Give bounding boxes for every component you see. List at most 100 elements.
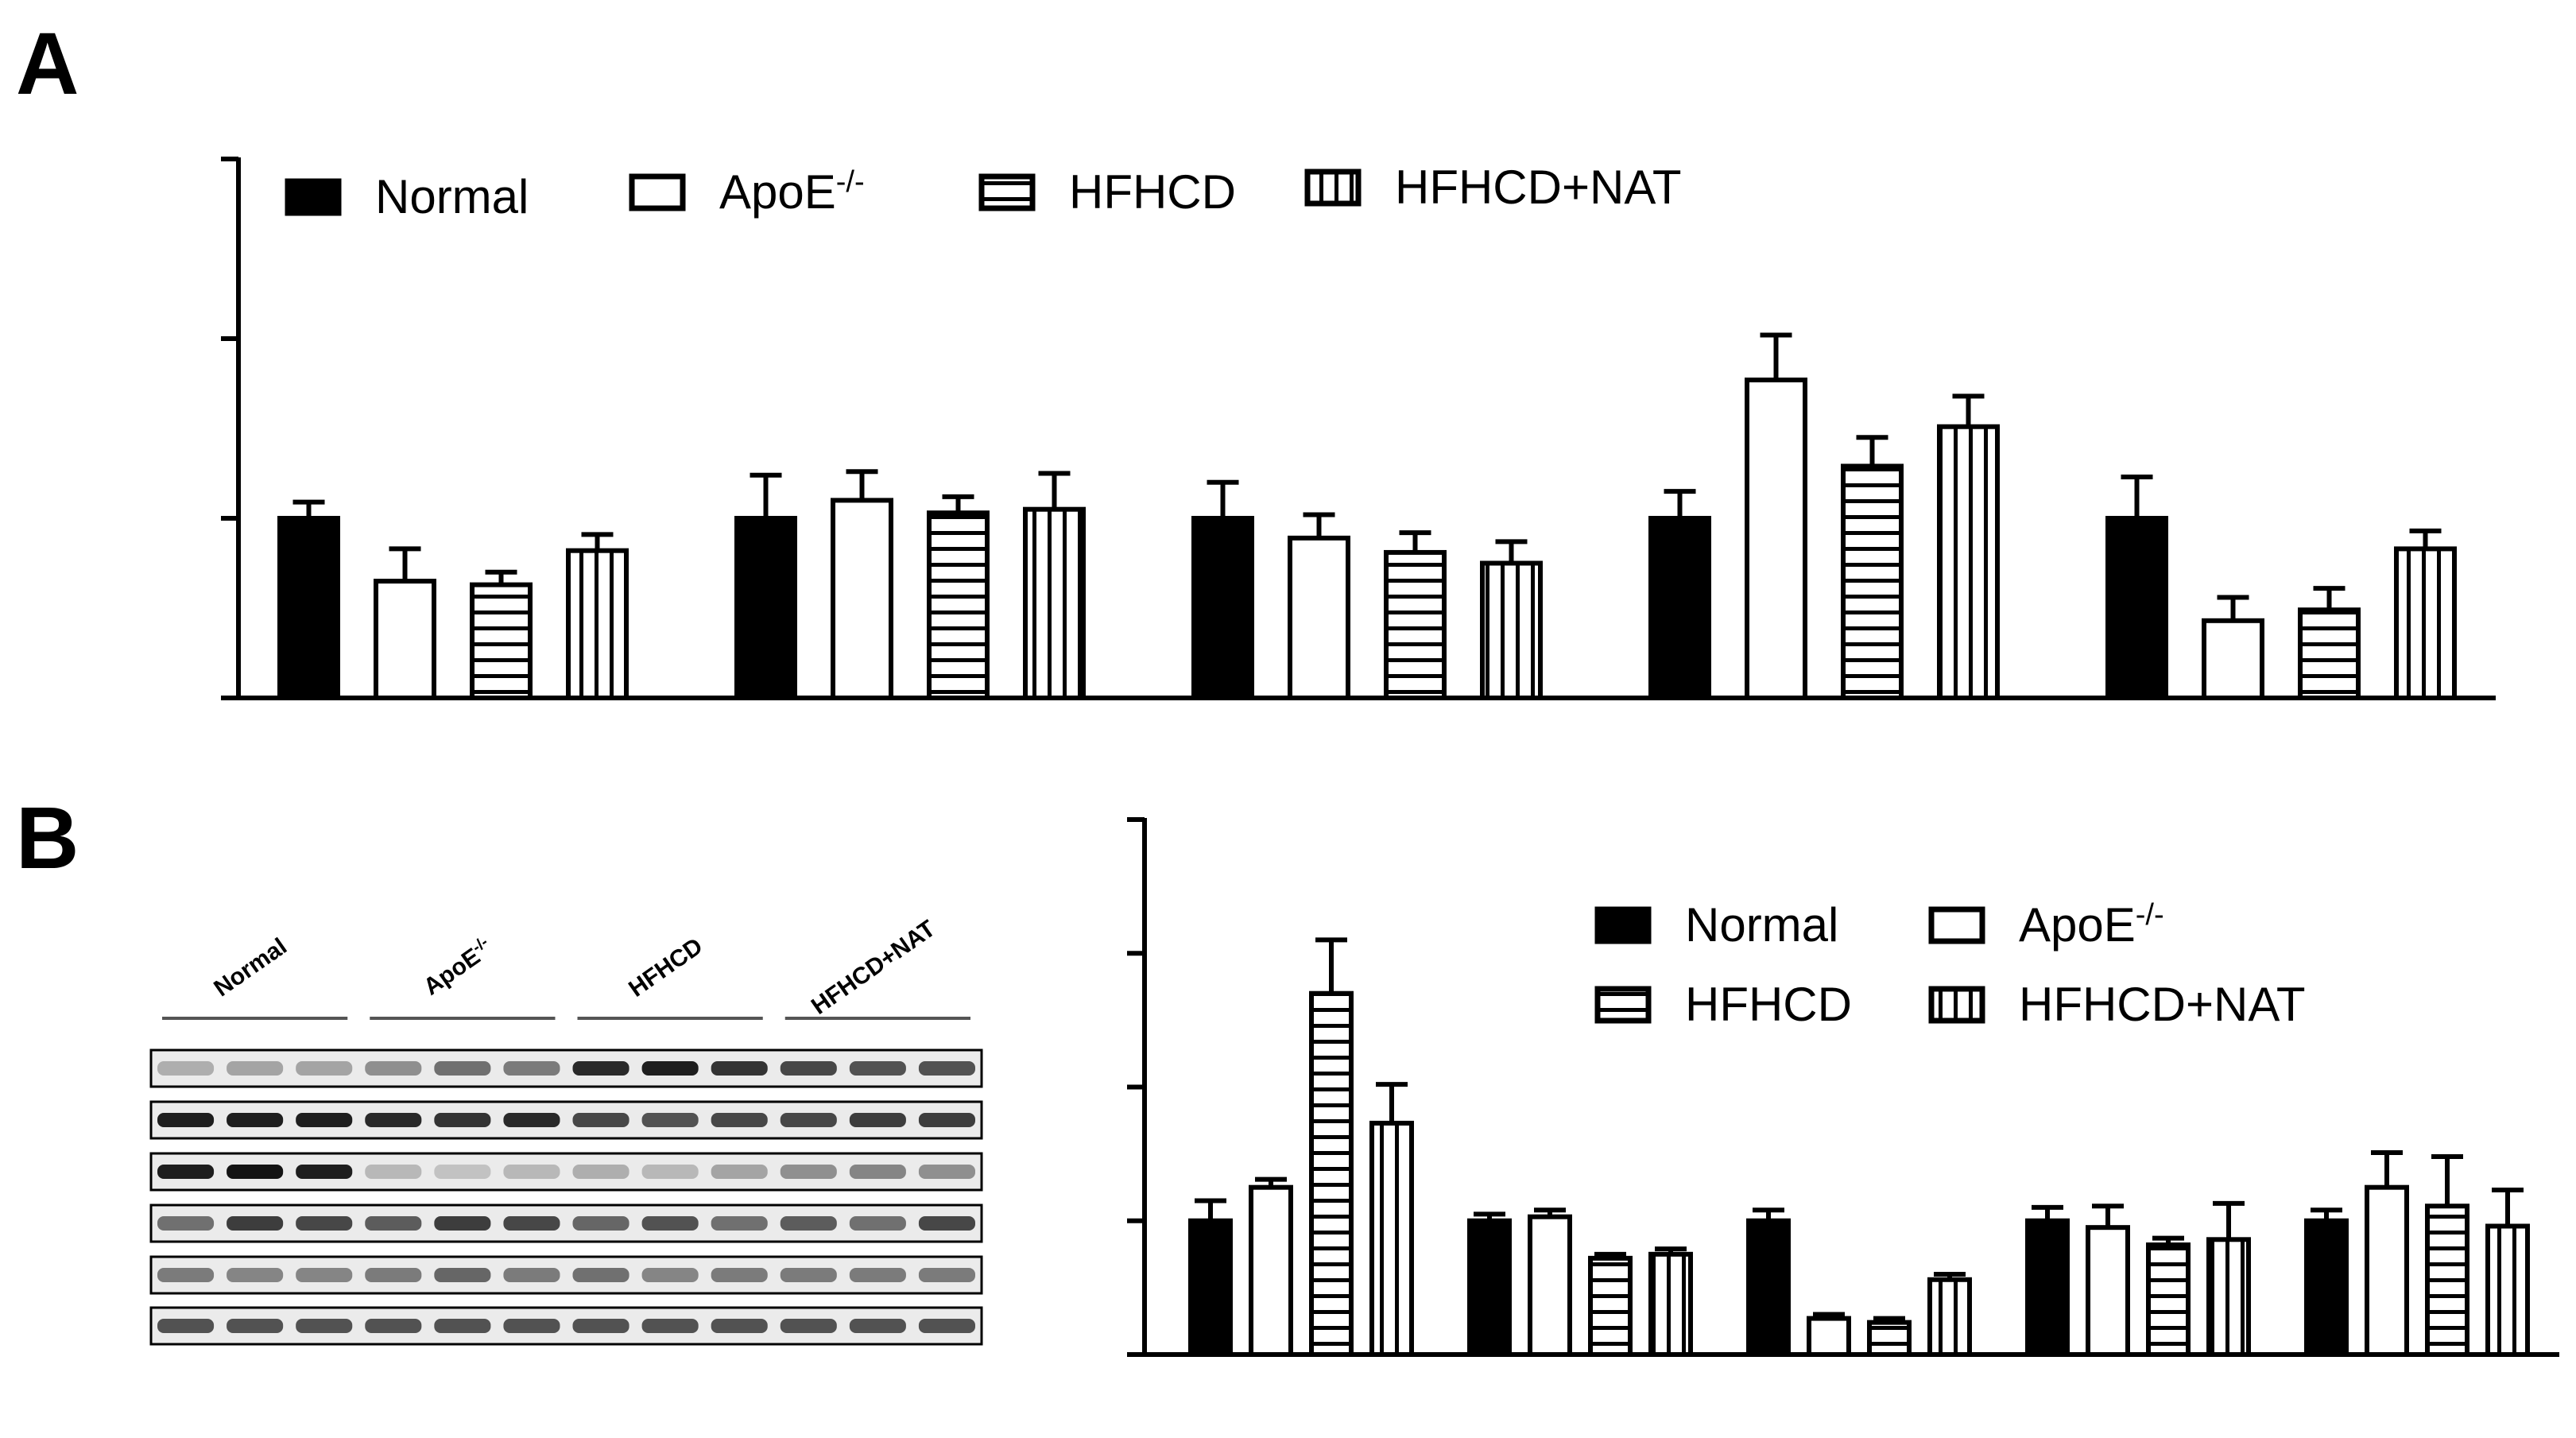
blot-band	[434, 1165, 491, 1179]
bar	[1384, 549, 1447, 700]
blot-band	[365, 1165, 422, 1179]
blot-band	[296, 1216, 353, 1231]
blot-band	[849, 1268, 906, 1282]
blot-band	[365, 1216, 422, 1231]
blot-band	[849, 1061, 906, 1076]
bar	[374, 579, 436, 700]
bar	[1191, 516, 1254, 700]
blot-band	[780, 1165, 837, 1179]
blot-band	[365, 1061, 422, 1076]
legend-label-text: Normal	[375, 170, 529, 223]
blot-band	[849, 1319, 906, 1333]
legend-swatch	[1594, 906, 1652, 944]
legend-label-text: HFHCD+NAT	[1395, 161, 1682, 214]
blot-band	[227, 1113, 284, 1127]
bar	[734, 516, 797, 700]
legend-label-superscript: -/-	[836, 165, 865, 199]
blot-band	[434, 1061, 491, 1076]
legend-swatch	[1594, 986, 1652, 1024]
bar	[2394, 546, 2457, 700]
blot-group-label: HFHCD	[624, 933, 707, 1002]
legend-label-text: ApoE	[719, 165, 836, 219]
bar	[2206, 1237, 2251, 1358]
blot-band	[227, 1061, 284, 1076]
blot-band	[711, 1216, 768, 1231]
bar	[1467, 1218, 1512, 1357]
panel-a-label: A	[16, 15, 79, 113]
blot-band	[918, 1165, 975, 1179]
bar	[1480, 560, 1543, 700]
blot-strip	[149, 1048, 983, 1088]
bar	[1745, 377, 1807, 700]
legend-label-text: HFHCD	[1069, 165, 1236, 219]
blot-group-label: HFHCD+NAT	[807, 916, 940, 1020]
blot-band	[572, 1113, 629, 1127]
bar	[1249, 1184, 1293, 1357]
blot-band	[849, 1216, 906, 1231]
legend-label-text: HFHCD	[1685, 978, 1852, 1031]
blot-band	[572, 1268, 629, 1282]
bar	[277, 516, 340, 700]
bar	[2304, 1218, 2349, 1357]
chart-a	[221, 157, 2496, 701]
bar	[2425, 1204, 2469, 1358]
bar	[927, 510, 990, 700]
legend-label: Normal	[375, 170, 529, 223]
blot-band	[503, 1061, 560, 1076]
blot-band	[434, 1113, 491, 1127]
blot-group-label-text: HFHCD	[624, 933, 707, 1002]
western-blot: Normal ApoE-/- HFHCD HFHCD+NAT	[149, 916, 983, 1346]
legend-a: Normal ApoE-/- HFHCD HFHCD+NAT	[285, 161, 1682, 223]
blot-band	[365, 1319, 422, 1333]
blot-band	[849, 1165, 906, 1179]
blot-band	[434, 1216, 491, 1231]
legend-swatch	[1304, 169, 1362, 207]
blot-band	[641, 1165, 699, 1179]
legend-label-text: Normal	[1685, 898, 1838, 952]
blot-band	[780, 1061, 837, 1076]
bar	[2298, 607, 2361, 701]
blot-band	[296, 1319, 353, 1333]
blot-group-label: Normal	[209, 933, 292, 1002]
blot-strip	[149, 1152, 983, 1192]
bar	[2025, 1218, 2070, 1357]
legend-swatch	[285, 178, 342, 216]
blot-band	[503, 1216, 560, 1231]
bar	[1023, 506, 1086, 701]
blot-band	[711, 1061, 768, 1076]
legend-swatch	[1928, 906, 1985, 944]
legend-swatch	[629, 173, 686, 211]
blot-band	[780, 1268, 837, 1282]
blot-band	[918, 1319, 975, 1333]
blot-band	[780, 1319, 837, 1333]
blot-band	[365, 1113, 422, 1127]
bar	[1841, 463, 1904, 701]
bar	[2086, 1225, 2130, 1357]
blot-band	[572, 1165, 629, 1179]
legend-label: HFHCD	[1069, 165, 1236, 219]
bar	[2146, 1242, 2191, 1358]
blot-band	[157, 1216, 215, 1231]
blot-band	[157, 1268, 215, 1282]
blot-band	[572, 1216, 629, 1231]
bar	[2365, 1184, 2409, 1357]
blot-band	[711, 1165, 768, 1179]
legend-label: ApoE-/-	[2019, 898, 2164, 952]
legend-label: HFHCD	[1685, 978, 1852, 1031]
blot-band	[918, 1113, 975, 1127]
blot-band	[780, 1113, 837, 1127]
blot-band	[918, 1216, 975, 1231]
blot-band	[711, 1113, 768, 1127]
blot-band	[641, 1319, 699, 1333]
bar	[1927, 1277, 1972, 1358]
legend-label: HFHCD+NAT	[2019, 978, 2306, 1031]
blot-group-label-text: Normal	[209, 933, 292, 1002]
blot-band	[641, 1061, 699, 1076]
blot-band	[711, 1319, 768, 1333]
blot-band	[227, 1319, 284, 1333]
bar	[1937, 424, 2000, 700]
bar	[1369, 1120, 1414, 1357]
bar	[2485, 1223, 2530, 1357]
legend-label: ApoE-/-	[719, 165, 865, 219]
blot-band	[296, 1268, 353, 1282]
